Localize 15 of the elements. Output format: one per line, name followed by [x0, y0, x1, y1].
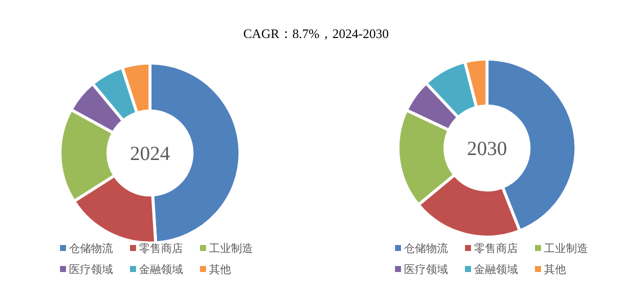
legend-label: 仓储物流 [404, 242, 448, 255]
legend-label: 医疗领域 [404, 263, 448, 276]
legend-label: 工业制造 [544, 242, 588, 255]
legend-label: 工业制造 [209, 242, 253, 255]
legend-label: 零售商店 [139, 242, 183, 255]
text: CAGR：8.7%，2024-2030 [243, 26, 389, 41]
legend-label: 其他 [209, 263, 231, 276]
legend-label: 医疗领域 [69, 263, 113, 276]
text: 2024 [130, 143, 170, 165]
text: 2030 [467, 138, 507, 160]
legend-label: 零售商店 [474, 242, 518, 255]
legend-label: 金融领域 [474, 263, 518, 276]
legend-label: 仓储物流 [69, 242, 113, 255]
legend-label: 金融领域 [139, 263, 183, 276]
legend-label: 其他 [544, 263, 566, 276]
